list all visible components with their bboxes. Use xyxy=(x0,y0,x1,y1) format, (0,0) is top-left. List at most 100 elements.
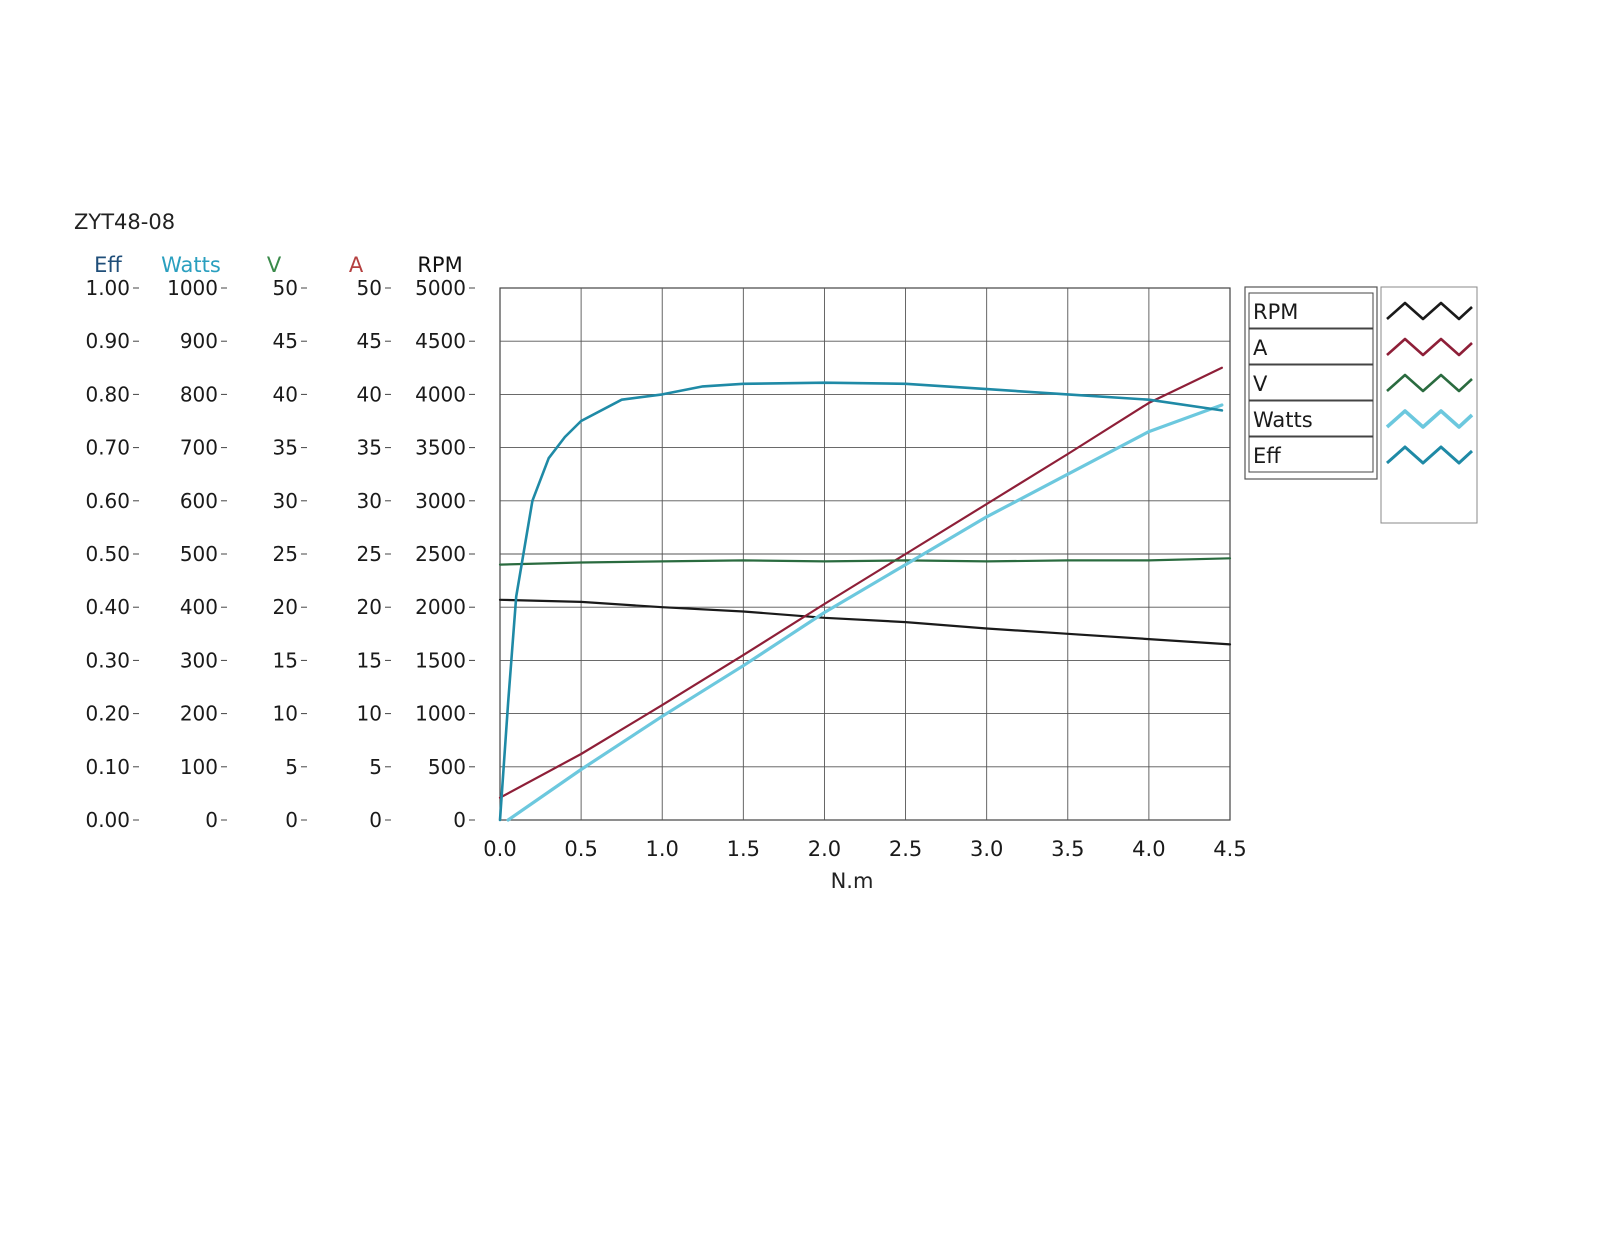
y-tick-label: 0.10 xyxy=(85,755,130,779)
y-tick-label: 600 xyxy=(180,489,218,513)
y-tick-label: 0.30 xyxy=(85,648,130,672)
axis-header-v: V xyxy=(267,253,282,277)
y-tick-label: 300 xyxy=(180,648,218,672)
series-line-watts xyxy=(506,403,1224,822)
y-tick-label: 25 xyxy=(273,542,298,566)
y-tick-label: 2500 xyxy=(415,542,466,566)
y-tick-label: 0.00 xyxy=(85,808,130,832)
y-tick-label: 40 xyxy=(273,382,298,406)
y-tick-label: 1.00 xyxy=(85,276,130,300)
legend-row xyxy=(1248,328,1374,365)
y-tick-label: 50 xyxy=(273,276,298,300)
legend-label-v: V xyxy=(1253,372,1268,396)
legend-row xyxy=(1248,400,1374,437)
y-tick-label: 200 xyxy=(180,702,218,726)
legend-label-watts: Watts xyxy=(1253,408,1313,432)
y-tick-label: 0 xyxy=(369,808,382,832)
y-tick-label: 800 xyxy=(180,382,218,406)
y-tick-label: 0.80 xyxy=(85,382,130,406)
y-tick-label: 10 xyxy=(273,702,298,726)
series-line-v xyxy=(498,557,1232,566)
y-tick-label: 25 xyxy=(357,542,382,566)
y-tick-label: 1000 xyxy=(167,276,218,300)
legend-label-rpm: RPM xyxy=(1253,300,1298,324)
y-tick-label: 0 xyxy=(285,808,298,832)
y-tick-label: 1500 xyxy=(415,648,466,672)
y-tick-label: 45 xyxy=(273,329,298,353)
y-tick-label: 20 xyxy=(357,595,382,619)
x-tick-label: 2.0 xyxy=(808,837,841,861)
legend-label-eff: Eff xyxy=(1253,444,1281,468)
y-tick-label: 40 xyxy=(357,382,382,406)
y-tick-label: 5 xyxy=(285,755,298,779)
y-tick-label: 1000 xyxy=(415,702,466,726)
y-tick-label: 0 xyxy=(205,808,218,832)
y-tick-label: 15 xyxy=(273,648,298,672)
legend-swatch-v xyxy=(1386,373,1473,393)
y-tick-label: 500 xyxy=(180,542,218,566)
legend-swatch-watts xyxy=(1385,409,1474,429)
legend-box xyxy=(1244,286,1378,480)
x-tick-label: 1.0 xyxy=(646,837,679,861)
y-tick-label: 500 xyxy=(428,755,466,779)
legend-row xyxy=(1248,364,1374,401)
y-tick-label: 45 xyxy=(357,329,382,353)
y-tick-label: 700 xyxy=(180,436,218,460)
series-line-rpm xyxy=(498,598,1232,646)
y-tick-label: 0.40 xyxy=(85,595,130,619)
chart-title: ZYT48-08 xyxy=(74,210,175,234)
y-tick-label: 50 xyxy=(357,276,382,300)
y-tick-label: 2000 xyxy=(415,595,466,619)
legend-swatch-eff xyxy=(1386,445,1474,465)
y-tick-label: 900 xyxy=(180,329,218,353)
axis-header-rpm: RPM xyxy=(417,253,462,277)
y-tick-label: 35 xyxy=(357,436,382,460)
y-tick-label: 30 xyxy=(273,489,298,513)
series-line-a xyxy=(498,366,1224,799)
legend: RPM AV Watts Eff xyxy=(1244,286,1478,524)
y-tick-label: 20 xyxy=(273,595,298,619)
y-tick-label: 30 xyxy=(357,489,382,513)
legend-swatch-rpm xyxy=(1386,301,1473,321)
axis-header-a: A xyxy=(349,253,364,277)
y-tick-label: 4000 xyxy=(415,382,466,406)
x-tick-label: 3.0 xyxy=(970,837,1003,861)
y-tick-label: 0.90 xyxy=(85,329,130,353)
legend-row xyxy=(1248,436,1374,473)
x-tick-label: 4.0 xyxy=(1132,837,1165,861)
x-tick-label: 0.0 xyxy=(483,837,516,861)
y-tick-label: 0.70 xyxy=(85,436,130,460)
y-tick-label: 0.60 xyxy=(85,489,130,513)
legend-swatch-box xyxy=(1380,286,1478,524)
y-tick-label: 400 xyxy=(180,595,218,619)
axis-ticks: 0.00 0.10 0.20 0.30 0.40 0.50 0.60 0.70 0.80 0.90… xyxy=(85,276,475,832)
x-tick-label: 3.5 xyxy=(1051,837,1084,861)
x-tick-label: 2.5 xyxy=(889,837,922,861)
y-tick-label: 15 xyxy=(357,648,382,672)
y-tick-label: 3000 xyxy=(415,489,466,513)
y-tick-label: 4500 xyxy=(415,329,466,353)
legend-row xyxy=(1248,292,1374,329)
axis-header-eff: Eff xyxy=(94,253,122,277)
y-tick-label: 5 xyxy=(369,755,382,779)
x-axis-label: N.m xyxy=(831,869,874,893)
y-tick-label: 5000 xyxy=(415,276,466,300)
y-tick-label: 100 xyxy=(180,755,218,779)
series-line-eff xyxy=(498,381,1224,822)
x-tick-label: 1.5 xyxy=(727,837,760,861)
x-tick-labels: 0.0 0.5 1.0 1.5 2.0 2.5 3.0 3.5 4.0 4.5 xyxy=(483,837,1246,861)
grid xyxy=(500,288,1230,820)
y-tick-label: 0.50 xyxy=(85,542,130,566)
y-tick-label: 35 xyxy=(273,436,298,460)
y-tick-label: 0.20 xyxy=(85,702,130,726)
y-tick-label: 3500 xyxy=(415,436,466,460)
legend-swatch-a xyxy=(1386,337,1473,357)
axis-header-watts: Watts xyxy=(161,253,221,277)
series-lines xyxy=(498,366,1232,822)
y-tick-label: 0 xyxy=(453,808,466,832)
axis-headers: Eff Watts V A RPM xyxy=(94,253,463,277)
x-tick-label: 0.5 xyxy=(564,837,597,861)
x-tick-label: 4.5 xyxy=(1213,837,1246,861)
legend-label-a: A xyxy=(1253,336,1268,360)
